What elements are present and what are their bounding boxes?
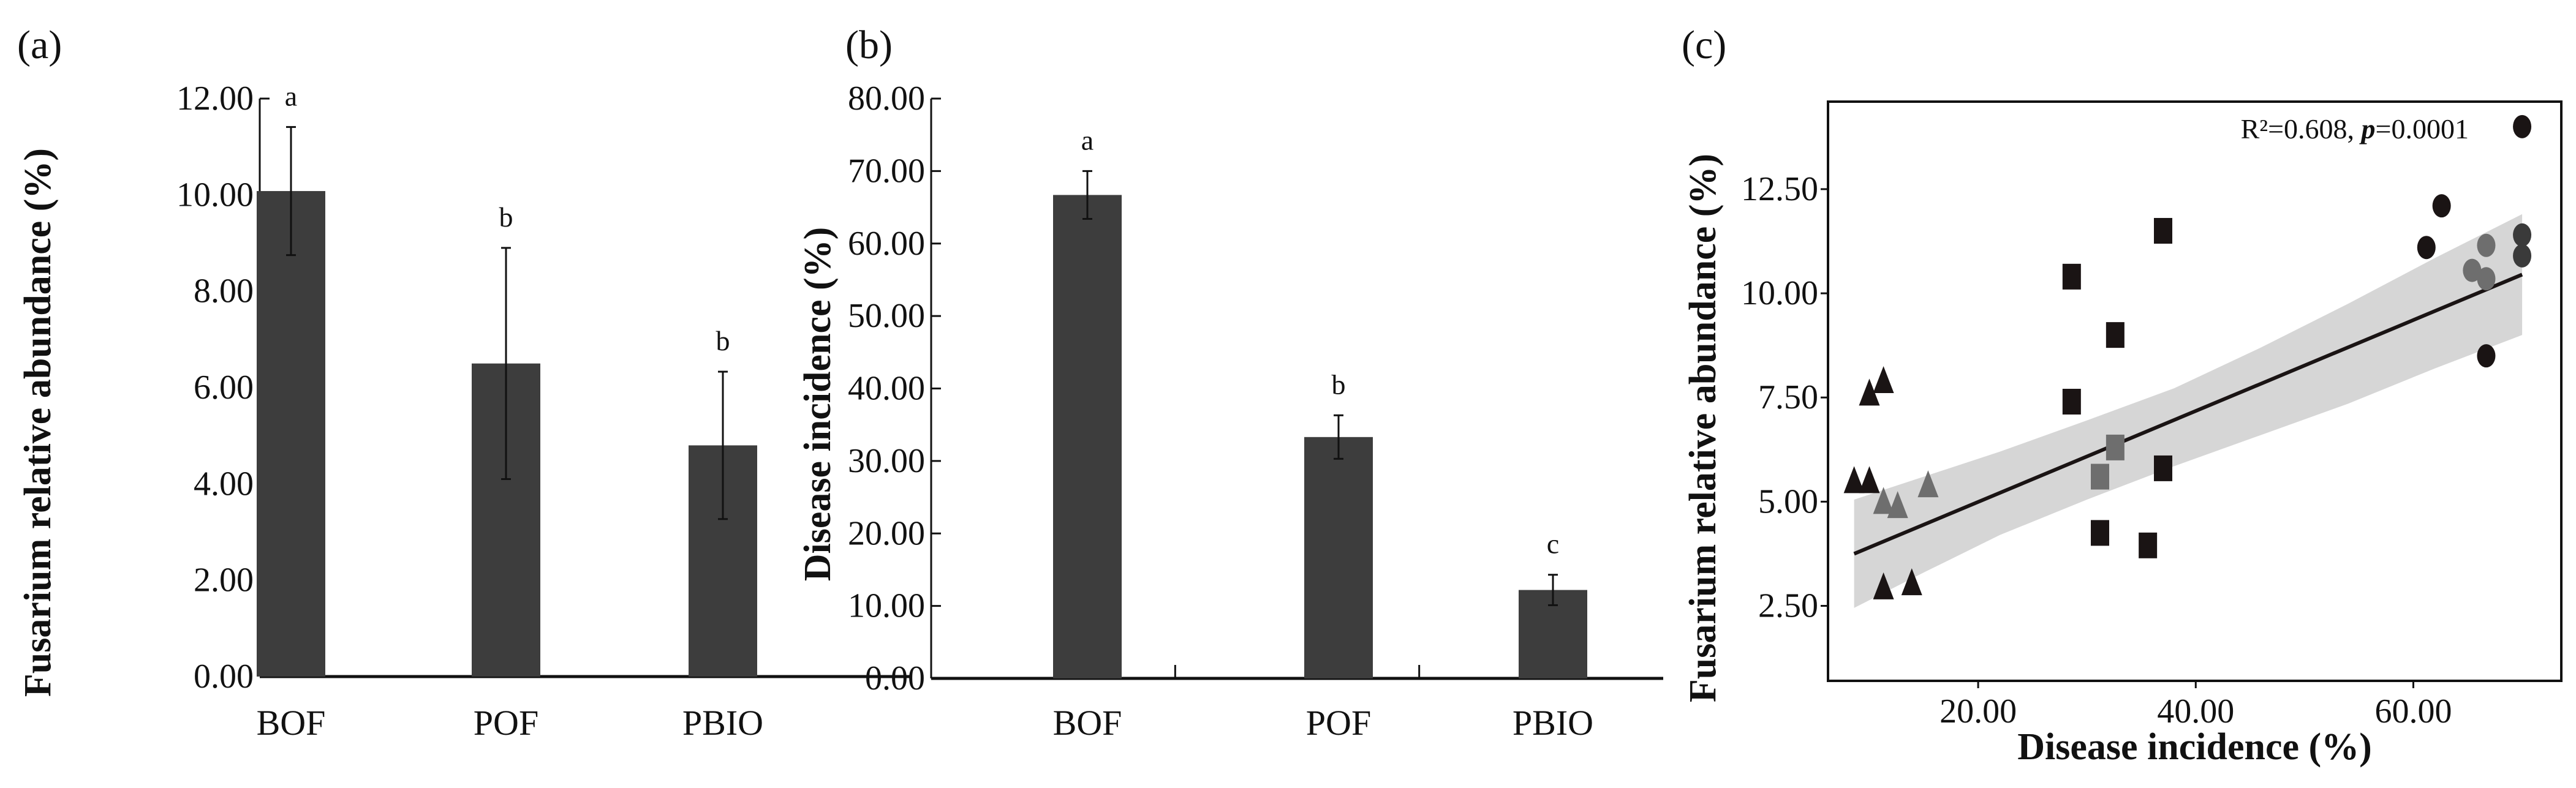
y-tick-label: 20.00 <box>848 514 925 552</box>
r-squared-text: R²=0.608, <box>2241 113 2362 144</box>
plot-frame <box>1827 100 2563 682</box>
data-point-triangle <box>1873 487 1894 514</box>
data-point-triangle <box>1887 491 1908 519</box>
regression-annotation: R²=0.608, p=0.0001 <box>2241 113 2469 144</box>
data-point-triangle <box>1873 366 1894 393</box>
data-point-circle <box>2477 267 2496 291</box>
confidence-band <box>1854 214 2523 608</box>
y-tick-label: 10.00 <box>1741 274 1818 312</box>
x-tick-label: 20.00 <box>1940 692 2017 730</box>
data-point-circle <box>2513 223 2532 247</box>
data-point-square <box>2153 455 2172 481</box>
data-point-circle <box>2432 194 2451 218</box>
x-tick-label: 40.00 <box>2157 692 2234 730</box>
data-point-square <box>2062 263 2081 290</box>
y-tick-label: 8.00 <box>194 272 254 310</box>
x-tick-label: 60.00 <box>2374 692 2452 730</box>
significance-letter: b <box>499 201 513 233</box>
x-tick-label: BOF <box>1053 703 1122 743</box>
data-point-square <box>2153 217 2172 244</box>
data-point-circle <box>2513 244 2532 268</box>
panel-a-bar-chart: (a) 0.00 2.00 4.00 6.00 8.00 10.00 12.00 a BOF b PO… <box>17 23 912 743</box>
y-axis-label: Disease incidence (%) <box>797 227 839 582</box>
data-point-circle <box>2463 258 2482 282</box>
data-point-circle <box>2477 233 2496 257</box>
data-point-square <box>2139 532 2158 558</box>
y-tick-label: 6.00 <box>194 369 254 407</box>
significance-letter: a <box>285 80 297 111</box>
data-point-triangle <box>1843 466 1865 493</box>
y-tick-label: 10.00 <box>176 176 254 214</box>
data-point-square <box>2106 322 2125 348</box>
panel-b-bar-chart: (b) 0.00 10.00 20.00 30.00 40.00 50.00 60.00 70.… <box>797 23 1663 743</box>
y-tick-label: 10.00 <box>848 587 925 625</box>
panel-c-scatter-plot: (c) 2.50 5.00 7.50 10.00 12.50 20.00 40.00 60.00… <box>1682 23 2563 768</box>
significance-letter: a <box>1081 124 1093 156</box>
y-tick-label: 80.00 <box>848 80 925 118</box>
bar-pof <box>1304 437 1373 678</box>
data-point-square <box>2090 520 2109 546</box>
y-tick-label: 50.00 <box>848 297 925 335</box>
data-point-circle <box>2477 344 2496 368</box>
y-tick-label: 12.00 <box>176 80 254 118</box>
bar-bof <box>257 191 325 677</box>
x-tick-label: PBIO <box>682 703 763 743</box>
significance-letter: c <box>1547 528 1559 560</box>
data-point-square <box>2062 389 2081 415</box>
y-tick-label: 2.00 <box>194 561 254 599</box>
data-point-triangle <box>1917 470 1939 498</box>
y-tick-label: 60.00 <box>848 225 925 263</box>
y-tick-label: 30.00 <box>848 442 925 480</box>
y-tick-label: 0.00 <box>865 659 925 697</box>
p-value-text: =0.0001 <box>2376 113 2469 144</box>
x-tick-label: PBIO <box>1513 703 1593 743</box>
panel-label: (a) <box>17 23 62 67</box>
data-point-triangle <box>1859 466 1880 493</box>
data-point-square <box>2106 434 2125 460</box>
p-label: p <box>2359 113 2376 144</box>
data-point-triangle <box>1859 378 1880 406</box>
data-point-square <box>2090 463 2109 490</box>
y-tick-label: 2.50 <box>1758 587 1818 625</box>
x-tick-label: BOF <box>257 703 326 743</box>
y-axis-label: Fusarium relative abundance (%) <box>1682 154 1724 702</box>
significance-letter: b <box>1332 369 1346 400</box>
panel-label: (b) <box>845 23 893 67</box>
data-point-triangle <box>1873 572 1894 599</box>
y-axis-label: Fusarium relative abundance (%) <box>17 148 59 697</box>
y-tick-label: 70.00 <box>848 152 925 190</box>
significance-letter: b <box>716 325 730 356</box>
data-point-triangle <box>1901 568 1922 596</box>
y-tick-label: 7.50 <box>1758 378 1818 416</box>
y-tick-label: 4.00 <box>194 465 254 503</box>
data-point-circle <box>2513 114 2532 138</box>
panel-label: (c) <box>1682 23 1726 67</box>
regression-line <box>1853 272 2523 556</box>
data-point-circle <box>2417 236 2436 260</box>
x-axis-label: Disease incidence (%) <box>2017 726 2372 768</box>
y-tick-label: 5.00 <box>1758 482 1818 520</box>
y-tick-label: 40.00 <box>848 370 925 408</box>
bar-bof <box>1053 195 1122 679</box>
y-tick-label: 12.50 <box>1741 170 1818 208</box>
y-tick-label: 0.00 <box>194 658 254 696</box>
x-tick-label: POF <box>1306 703 1371 743</box>
x-tick-label: POF <box>474 703 538 743</box>
